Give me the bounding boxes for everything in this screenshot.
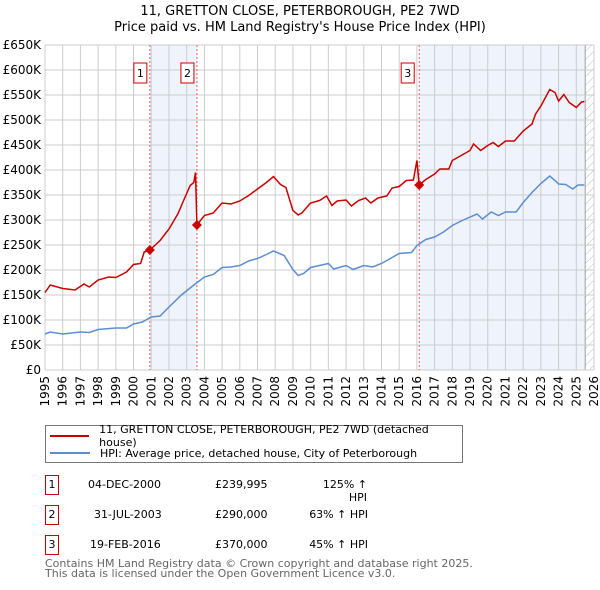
- chart-subtitle: Price paid vs. HM Land Registry's House …: [114, 20, 486, 35]
- sale-label: 1: [137, 67, 144, 80]
- y-tick-label: £400K: [3, 163, 43, 177]
- y-tick-label: £450K: [3, 138, 43, 152]
- y-tick-label: £150K: [3, 288, 43, 302]
- future-hatch: [585, 45, 594, 370]
- x-tick-label: 2025: [569, 376, 583, 407]
- legend-swatch-hpi: [50, 452, 90, 454]
- y-tick-label: £300K: [3, 213, 43, 227]
- transaction-row: 3 19-FEB-2016 £370,000 45% ↑ HPI: [45, 535, 465, 555]
- legend-item-property: 11, GRETTON CLOSE, PETERBOROUGH, PE2 7WD…: [50, 423, 462, 449]
- x-tick-label: 2015: [392, 376, 406, 407]
- sale-period-shade: [419, 45, 585, 370]
- transaction-number: 1: [45, 475, 59, 495]
- x-tick-label: 2008: [268, 376, 282, 407]
- x-tick-label: 1996: [56, 376, 70, 407]
- x-tick-label: 2005: [215, 376, 229, 407]
- sale-label-box: [400, 62, 415, 84]
- sale-period-shade: [149, 45, 197, 370]
- x-tick-label: 2006: [233, 376, 247, 407]
- transaction-row: 2 31-JUL-2003 £290,000 63% ↑ HPI: [45, 505, 465, 525]
- sale-point: [144, 245, 155, 256]
- y-tick-label: £350K: [3, 188, 43, 202]
- hpi-line: [44, 175, 585, 335]
- x-tick-label: 2022: [516, 376, 530, 407]
- y-tick-label: £500K: [3, 113, 43, 127]
- transaction-price: £290,000: [215, 508, 268, 521]
- transaction-price: £239,995: [215, 478, 268, 491]
- x-tick-label: 2007: [251, 376, 265, 407]
- transaction-hpi-change: 45% ↑ HPI: [309, 538, 368, 551]
- transaction-row: 1 04-DEC-2000 £239,995 125% ↑ HPI: [45, 475, 465, 504]
- x-tick-label: 2002: [162, 376, 176, 407]
- x-tick-label: 2011: [321, 376, 335, 407]
- footer-copyright: Contains HM Land Registry data © Crown c…: [45, 557, 473, 570]
- legend-item-hpi: HPI: Average price, detached house, City…: [50, 445, 417, 461]
- legend-swatch-property: [50, 435, 90, 437]
- chart-title: 11, GRETTON CLOSE, PETERBOROUGH, PE2 7WD: [140, 4, 460, 19]
- y-tick-label: £250K: [3, 238, 43, 252]
- y-tick-label: £600K: [3, 63, 43, 77]
- footer-licence: This data is licensed under the Open Gov…: [45, 567, 396, 580]
- y-tick-label: £0: [26, 363, 41, 377]
- legend: 11, GRETTON CLOSE, PETERBOROUGH, PE2 7WD…: [45, 423, 463, 463]
- x-tick-label: 2000: [127, 376, 141, 407]
- y-tick-label: £50K: [10, 338, 42, 352]
- x-tick-label: 1998: [91, 376, 105, 407]
- sale-label-box: [180, 62, 195, 84]
- x-tick-label: 2020: [481, 376, 495, 407]
- x-tick-label: 2013: [357, 376, 371, 407]
- price-chart: 1995 1996 1997 1998 1999 2000 2001 2002 2003 2004…: [3, 38, 600, 407]
- sale-label-box: [133, 62, 148, 84]
- transaction-date: 04-DEC-2000: [88, 478, 162, 491]
- footer: Contains HM Land Registry data © Crown c…: [45, 557, 473, 580]
- x-tick-label: 2001: [144, 376, 158, 407]
- sale-label: 2: [184, 67, 191, 80]
- y-tick-label: £100K: [3, 313, 43, 327]
- x-tick-label: 1999: [109, 376, 123, 407]
- x-tick-label: 2017: [428, 376, 442, 407]
- x-tick-label: 2014: [374, 376, 388, 407]
- transaction-date: 31-JUL-2003: [94, 508, 162, 521]
- sale-point: [191, 220, 202, 230]
- x-tick-label: 2021: [498, 376, 512, 407]
- y-tick-label: £650K: [3, 38, 43, 52]
- transaction-date: 19-FEB-2016: [90, 538, 161, 551]
- transaction-number: 2: [45, 505, 59, 525]
- transaction-hpi-change: 125% ↑ HPI: [322, 478, 367, 504]
- sale-point: [414, 180, 425, 190]
- x-tick-label: 2016: [410, 376, 424, 407]
- x-tick-label: 2004: [197, 376, 211, 407]
- x-tick-label: 2023: [534, 376, 548, 407]
- y-tick-label: £550K: [3, 88, 43, 102]
- x-tick-label: 2019: [463, 376, 477, 407]
- sale-label: 3: [404, 67, 411, 80]
- x-tick-label: 2018: [445, 376, 459, 407]
- x-tick-label: 2003: [180, 376, 194, 407]
- x-tick-label: 2026: [587, 376, 600, 407]
- x-tick-label: 1995: [38, 376, 52, 407]
- transaction-price: £370,000: [215, 538, 268, 551]
- x-tick-label: 1997: [73, 376, 87, 407]
- legend-label-hpi: HPI: Average price, detached house, City…: [100, 446, 418, 460]
- legend-label-property: 11, GRETTON CLOSE, PETERBOROUGH, PE2 7WD…: [99, 423, 429, 449]
- x-tick-label: 2010: [304, 376, 318, 407]
- y-tick-label: £200K: [3, 263, 43, 277]
- transaction-hpi-change: 63% ↑ HPI: [309, 508, 368, 521]
- transaction-number: 3: [45, 535, 59, 555]
- x-tick-label: 2012: [339, 376, 353, 407]
- x-tick-label: 2009: [286, 376, 300, 407]
- x-tick-label: 2024: [552, 376, 566, 407]
